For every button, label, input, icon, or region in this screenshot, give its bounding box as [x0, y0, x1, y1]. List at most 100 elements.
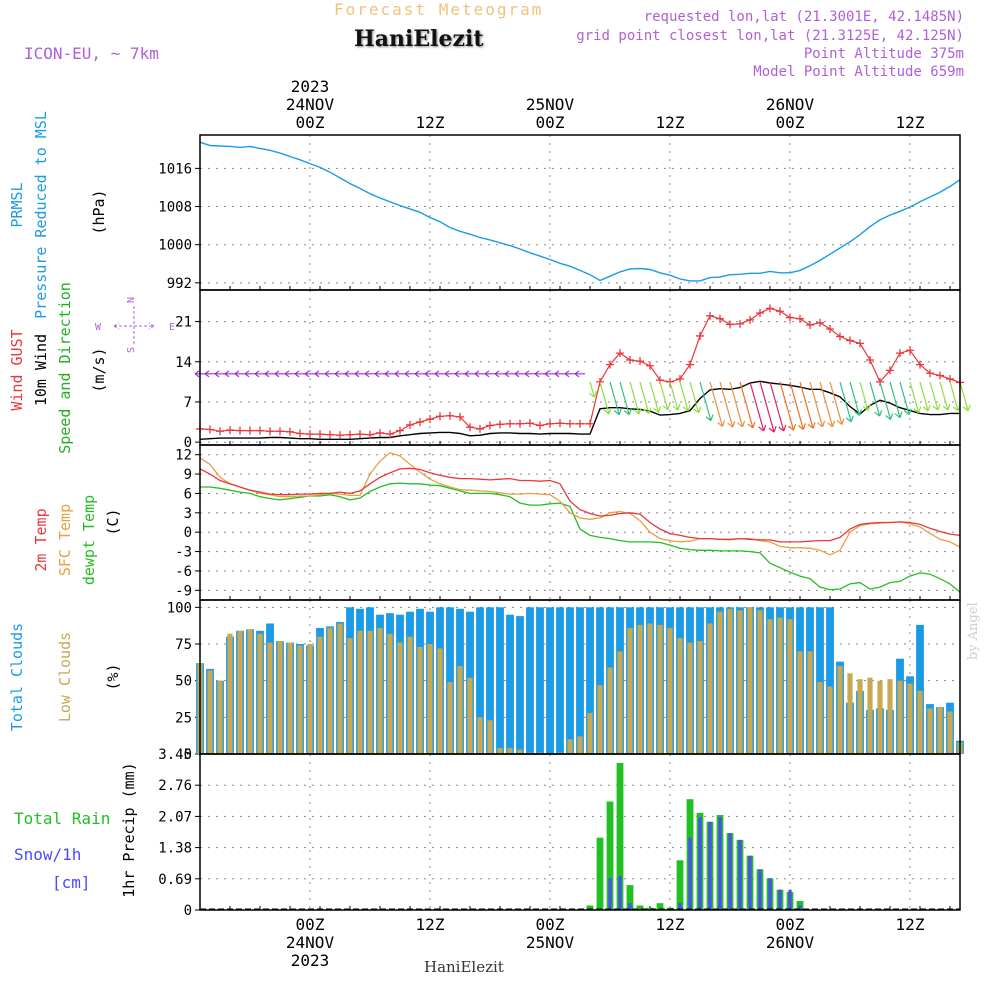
low-cloud-bar: [647, 623, 653, 754]
total-cloud-bar: [566, 607, 574, 754]
bottom-time-label: 00Z: [536, 915, 565, 934]
wind-direction-arrow: [234, 370, 245, 378]
y-tick-label: 12: [175, 448, 192, 464]
low-cloud-bar: [817, 682, 823, 754]
total-cloud-bar: [596, 607, 604, 754]
wind-gust-marker: [576, 419, 584, 428]
total-cloud-bar: [556, 607, 564, 754]
low-cloud-bar: [427, 644, 433, 754]
low-cloud-bar: [877, 680, 883, 754]
low-cloud-bar: [207, 670, 213, 754]
low-cloud-bar: [237, 630, 243, 754]
wind-gust-marker: [486, 421, 494, 430]
wind-gust-marker: [216, 427, 224, 436]
wind-direction-arrow: [334, 370, 345, 378]
wind-direction-arrow: [374, 370, 385, 378]
total-cloud-bar: [536, 607, 544, 754]
wind-direction-arrow: [534, 370, 545, 378]
wind-gust-marker: [516, 419, 524, 428]
wind-direction-arrow: [364, 370, 375, 378]
low-cloud-bar: [227, 633, 233, 754]
wind-gust-marker: [866, 356, 874, 365]
low-cloud-bar: [697, 641, 703, 754]
wind-gust-marker: [336, 431, 344, 440]
wind-gust-marker: [296, 429, 304, 438]
low-cloud-bar: [287, 642, 293, 754]
low-cloud-bar: [897, 680, 903, 754]
cloud-unit: (%): [104, 663, 122, 690]
wind-gust-marker: [826, 325, 834, 334]
low-cloud-bar: [787, 619, 793, 754]
wind-direction-arrow: [554, 370, 565, 378]
precip-unit-label: 1hr Precip (mm): [120, 762, 138, 897]
top-time-label: 00Z: [296, 113, 325, 132]
low-cloud-bar: [947, 711, 953, 754]
wind-direction-arrow: [424, 370, 435, 378]
wind-direction-arrow: [384, 370, 395, 378]
wind-gust-marker: [626, 356, 634, 365]
top-time-label: 26NOV: [766, 95, 815, 114]
bottom-time-label: 00Z: [776, 915, 805, 934]
wind-gust-marker: [676, 374, 684, 383]
rain-bar: [626, 885, 634, 910]
wind-gust-marker: [806, 321, 814, 330]
wind-direction-arrow: [819, 381, 836, 428]
y-tick-label: 1016: [158, 161, 192, 177]
wind-direction-arrow: [879, 381, 894, 421]
wind-direction-arrow: [769, 381, 787, 432]
wind-gust-marker: [856, 339, 864, 348]
low-cloud-bar: [727, 608, 733, 754]
wind-direction-arrow: [504, 370, 515, 378]
wind-gust-marker: [646, 361, 654, 370]
panel-frame: [199, 134, 961, 291]
low-cloud-bar: [347, 638, 353, 754]
total-cloud-bar: [826, 607, 834, 754]
total-cloud-bar: [476, 607, 484, 754]
snow-bar: [718, 817, 722, 910]
wind-speed-line: [199, 380, 960, 440]
wind-direction-arrow: [224, 370, 235, 378]
wind-direction-arrow: [564, 370, 575, 378]
compass-west: W: [95, 322, 102, 333]
bottom-time-label: 26NOV: [766, 933, 815, 952]
wind-direction-arrow: [484, 370, 495, 378]
gridpoint-coords: grid point closest lon,lat (21.3125E, 42…: [576, 28, 964, 44]
snow-bar: [748, 855, 752, 910]
wind-gust-marker: [446, 411, 454, 420]
top-time-label: 25NOV: [526, 95, 575, 114]
bottom-time-label: 25NOV: [526, 933, 575, 952]
wind-gust-marker: [546, 419, 554, 428]
compass-south: S: [126, 347, 137, 353]
wind-gust-marker: [566, 419, 574, 428]
wind-gust-marker: [346, 430, 354, 439]
low-cloud-bar: [907, 683, 913, 754]
wind-direction-arrow: [588, 381, 597, 398]
low-cloud-bar: [317, 636, 323, 754]
total-cloud-bar: [546, 607, 554, 754]
wind-gust-marker: [906, 346, 914, 355]
wind-direction-arrow: [639, 381, 652, 414]
low-cloud-bar: [737, 610, 743, 754]
total-cloud-bar: [586, 607, 594, 754]
wind-direction-arrow: [799, 381, 816, 429]
low-cloud-bar: [457, 666, 463, 754]
low-cloud-bar: [267, 642, 273, 754]
low-cloud-bar: [357, 630, 363, 754]
low-cloud-bar: [597, 685, 603, 754]
low-cloud-bar: [837, 666, 843, 754]
wind-direction-arrow: [759, 381, 777, 433]
snow-bar: [698, 817, 702, 910]
wind-gust-marker: [496, 420, 504, 429]
wind-gust-marker: [916, 360, 924, 369]
y-tick-label: 1008: [158, 200, 192, 216]
wind-gust-marker: [476, 424, 484, 433]
wind-unit: (m/s): [90, 347, 108, 392]
snow-bar: [768, 878, 772, 910]
low-cloud-bar: [857, 679, 863, 754]
wind-direction-arrow: [284, 370, 295, 378]
wind-direction-arrow: [649, 381, 662, 413]
low-cloud-bar: [677, 638, 683, 754]
compass-east: E: [169, 322, 175, 333]
wind-gust-marker: [396, 426, 404, 435]
wind-direction-arrow: [949, 381, 961, 412]
